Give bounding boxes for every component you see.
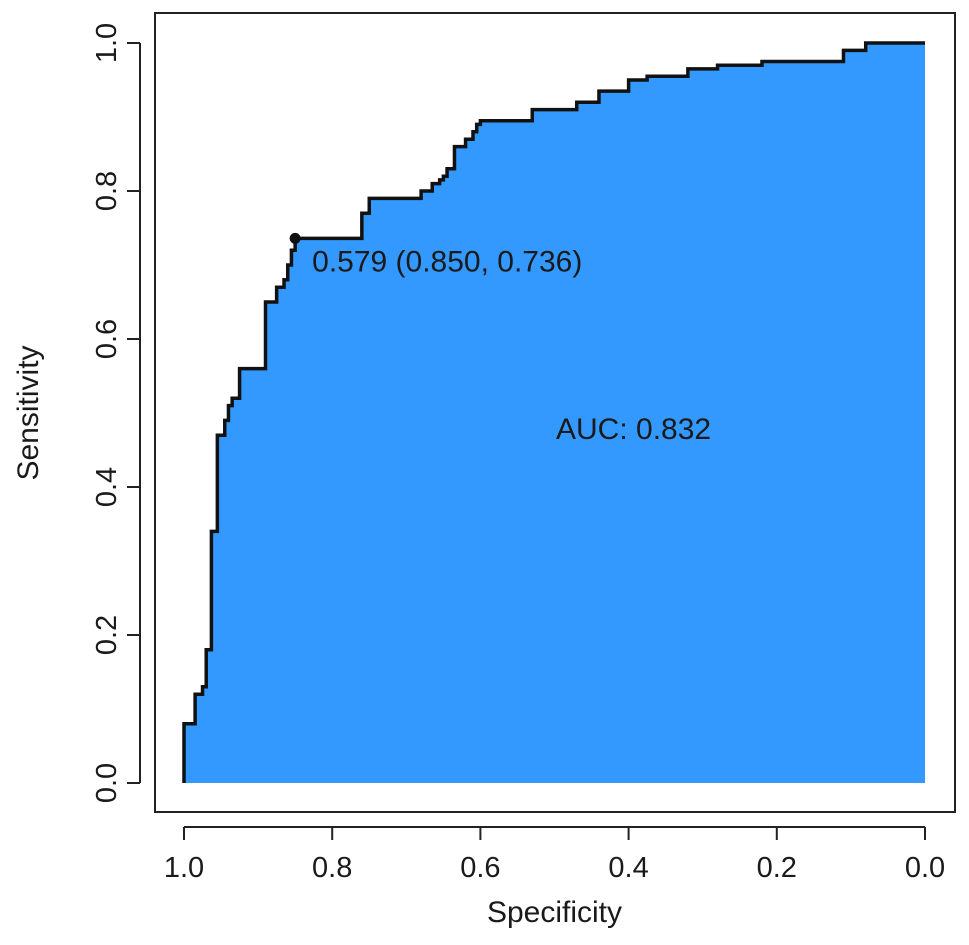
roc-curve-line: [182, 41, 925, 783]
y-tick-label: 0.2: [91, 615, 123, 655]
y-tick-label: 0.6: [91, 319, 123, 359]
x-tick-label: 0.8: [312, 852, 352, 884]
y-axis: 0.0 0.2 0.4 0.6 0.8 1.0: [91, 23, 141, 803]
x-axis: 1.0 0.8 0.6 0.4 0.2 0.0: [164, 826, 945, 884]
optimal-threshold-point: [289, 232, 301, 244]
plot-border: [154, 12, 956, 813]
x-tick-label: 0.6: [460, 852, 500, 884]
y-tick-label: 1.0: [91, 23, 123, 63]
y-tick-label: 0.4: [91, 467, 123, 507]
x-tick-label: 0.0: [905, 852, 945, 884]
x-axis-title: Specificity: [487, 896, 622, 929]
x-tick-label: 1.0: [164, 852, 204, 884]
roc-area-fill: [184, 43, 925, 783]
y-axis-title: Sensitivity: [12, 345, 45, 480]
x-tick-label: 0.2: [757, 852, 797, 884]
y-tick-label: 0.0: [91, 763, 123, 803]
plot-area: 0.579 (0.850, 0.736) AUC: 0.832: [182, 41, 925, 783]
optimal-threshold-label: 0.579 (0.850, 0.736): [312, 245, 582, 278]
y-tick-label: 0.8: [91, 171, 123, 211]
x-tick-label: 0.4: [608, 852, 648, 884]
auc-annotation: AUC: 0.832: [556, 413, 711, 446]
